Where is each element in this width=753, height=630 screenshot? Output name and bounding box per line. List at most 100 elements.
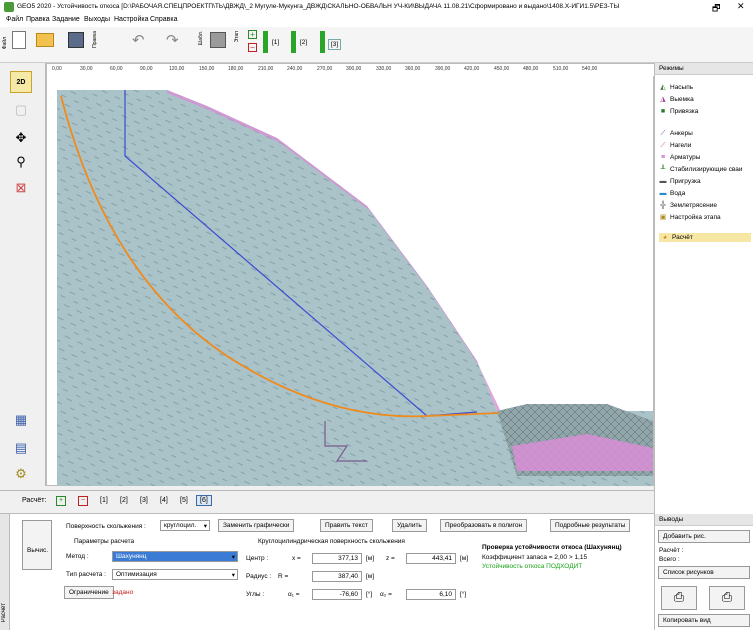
center-x-field[interactable]: 377,13: [312, 553, 362, 564]
constraint-button[interactable]: Ограничение: [64, 586, 114, 599]
zoom-icon[interactable]: ⚲: [16, 154, 26, 169]
add-stage-icon[interactable]: +: [248, 30, 257, 39]
unit-m: [м]: [366, 573, 375, 580]
move-icon[interactable]: ✥: [15, 130, 27, 145]
mode-earthquake[interactable]: ╬ Землетрясение: [659, 202, 717, 209]
menu-settings[interactable]: Настройка: [114, 16, 149, 23]
replace-graphically-button[interactable]: Заменить графически: [218, 519, 295, 532]
toolbar-stage-2[interactable]: [2]: [300, 39, 308, 46]
mode-calculation[interactable]: ◕ Расчёт: [659, 233, 751, 242]
mode-surcharge[interactable]: ▬ Пригрузка: [659, 178, 701, 185]
open-folder-icon[interactable]: [36, 33, 54, 47]
mode-nails[interactable]: ⟋ Нагели: [659, 142, 692, 149]
run-calc-button[interactable]: Вычис.: [22, 520, 52, 570]
unit-m: [м]: [460, 555, 469, 562]
slip-surface-select[interactable]: круглоцил. ▾: [160, 520, 210, 531]
angles-label: Углы :: [246, 591, 265, 598]
mode-stage-settings[interactable]: ▣ Настройка этапа: [659, 214, 721, 221]
ruler-tick: 300,00: [346, 66, 362, 72]
pile-icon: ╨: [660, 166, 666, 173]
mode-label: Настройка этапа: [670, 214, 721, 221]
mode-reinforcement[interactable]: ≡ Арматуры: [659, 154, 700, 161]
add-picture-button[interactable]: Добавить рис.: [658, 530, 750, 543]
mode-binding[interactable]: ■ Привязка: [659, 108, 699, 115]
angle-a2-field[interactable]: 6,10: [406, 589, 456, 600]
template-icon[interactable]: [210, 32, 226, 48]
center-z-field[interactable]: 443,41: [406, 553, 456, 564]
mode-label: Насыпь: [670, 84, 694, 91]
outputs-total-label: Всего :: [659, 556, 680, 563]
print-export-button[interactable]: ⎙: [709, 586, 745, 610]
menu-help[interactable]: Справка: [150, 16, 178, 23]
outputs-calc-label: Расчёт :: [659, 547, 684, 554]
toolbar-label-template: Шабл.: [198, 31, 204, 46]
z-label: z =: [386, 555, 395, 562]
settings-gear-icon[interactable]: ⚙: [15, 466, 27, 481]
mode-label: Стабилизирующие сваи: [670, 166, 743, 173]
ruler-tick: 390,00: [435, 66, 451, 72]
calc-stage-3[interactable]: [3]: [140, 497, 148, 504]
modes-header: Режимы: [655, 63, 753, 75]
table-icon[interactable]: ▦: [14, 412, 28, 427]
embankment-icon: ◭: [660, 84, 666, 91]
new-file-icon[interactable]: [12, 31, 26, 49]
calculation-icon: ◕: [662, 234, 668, 241]
window-title: GEO5 2020 - Устойчивость откоса [D:\РАБО…: [17, 3, 620, 10]
remove-stage-icon[interactable]: −: [248, 43, 257, 52]
print-button[interactable]: ⎙: [661, 586, 697, 610]
labels-icon[interactable]: ▤: [14, 440, 28, 455]
calc-stage-5[interactable]: [5]: [180, 497, 188, 504]
mode-label: Анкеры: [670, 130, 693, 137]
calc-stage-6[interactable]: [6]: [196, 495, 212, 506]
menu-task[interactable]: Задание: [52, 16, 80, 23]
toolbar-label-edit: Правка: [92, 31, 98, 48]
mode-label: Привязка: [670, 108, 699, 115]
calc-type-select[interactable]: Оптимизация ▾: [112, 569, 238, 580]
toolbar-stage-3[interactable]: [3]: [328, 39, 342, 50]
menu-file[interactable]: Файл: [6, 16, 24, 23]
radius-field[interactable]: 387,40: [312, 571, 362, 582]
copy-view-button[interactable]: Копировать вид: [658, 614, 750, 627]
picture-list-button[interactable]: Список рисунков: [658, 566, 750, 579]
mode-label: Вода: [670, 190, 686, 197]
stage-settings-icon: ▣: [659, 214, 667, 221]
menu-outputs[interactable]: Выходы: [84, 16, 110, 23]
menu-edit[interactable]: Правка: [26, 16, 50, 23]
add-calc-icon[interactable]: +: [56, 496, 66, 506]
redo-icon[interactable]: ↷: [166, 32, 179, 49]
ruler-tick: 240,00: [287, 66, 303, 72]
outputs-panel: Выводы Добавить рис. Расчёт : Всего : Сп…: [654, 514, 753, 630]
mode-anchors[interactable]: ⟋ Анкеры: [659, 130, 693, 137]
fit-view-icon[interactable]: ⊠: [15, 180, 27, 195]
method-select[interactable]: Шахунянц ▾: [112, 551, 238, 562]
arrow-marker-icon: [324, 421, 367, 462]
center-label: Центр :: [246, 555, 269, 562]
mode-water[interactable]: ▬ Вода: [659, 190, 686, 197]
delete-button[interactable]: Удалить: [392, 519, 427, 532]
undo-icon[interactable]: ↶: [132, 32, 145, 49]
angle-a1-field[interactable]: -76,60: [312, 589, 362, 600]
detailed-results-button[interactable]: Подробные результаты: [550, 519, 631, 532]
toolbar-stage-1[interactable]: [1]: [272, 39, 280, 46]
toolbar: Файл Правка ↶ ↷ Шабл. Этап + − [1] [2] […: [0, 27, 753, 63]
calc-stage-4[interactable]: [4]: [160, 497, 168, 504]
edit-text-button[interactable]: Править текст: [320, 519, 373, 532]
mode-piles[interactable]: ╨ Стабилизирующие сваи: [659, 166, 743, 173]
save-icon[interactable]: [68, 32, 84, 48]
remove-calc-icon[interactable]: −: [78, 496, 88, 506]
mode-cut[interactable]: ◮ Выемка: [659, 96, 693, 103]
drawing-canvas[interactable]: 0,00 30,00 60,00 90,00 120,00 150,00 180…: [46, 63, 655, 486]
restore-icon[interactable]: 🗗: [712, 3, 721, 13]
convert-polygon-button[interactable]: Преобразовать в полигон: [440, 519, 528, 532]
mode-label: Арматуры: [670, 154, 701, 161]
view-2d-button[interactable]: 2D: [10, 71, 32, 93]
calc-stage-2[interactable]: [2]: [120, 497, 128, 504]
mode-embankment[interactable]: ◭ Насыпь: [659, 84, 693, 91]
ruler-tick: 0,00: [52, 66, 62, 72]
printer-icon: ⎙: [673, 589, 685, 604]
close-icon[interactable]: ✕: [737, 1, 745, 11]
view-3d-icon[interactable]: ▢: [14, 102, 28, 117]
stage-3-marker: [320, 31, 325, 53]
calc-stage-1[interactable]: [1]: [100, 497, 108, 504]
unit-deg: [°]: [366, 591, 373, 598]
